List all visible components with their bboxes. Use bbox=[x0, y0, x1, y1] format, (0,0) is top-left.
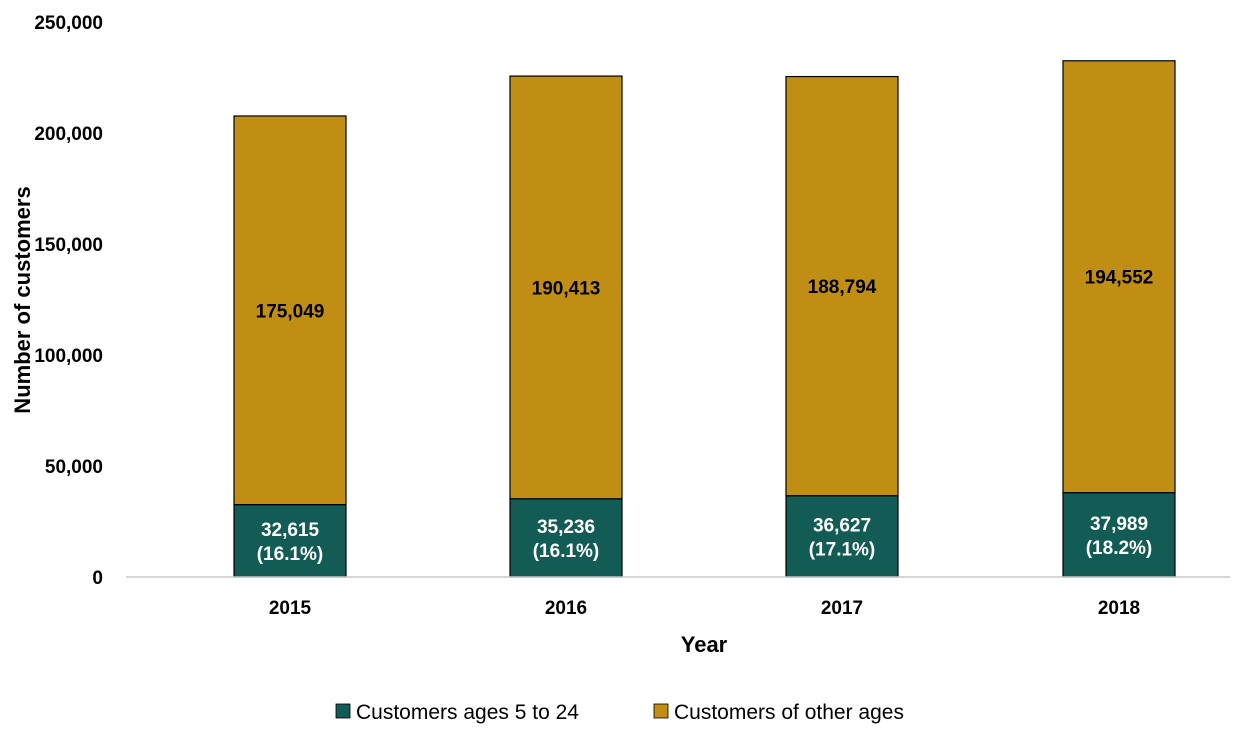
legend-label-ages-5-24: Customers ages 5 to 24 bbox=[356, 701, 579, 724]
x-axis-title: Year bbox=[681, 632, 728, 657]
x-tick-label: 2015 bbox=[269, 598, 312, 619]
y-tick-label: 100,000 bbox=[34, 346, 103, 367]
bar-segment-other-ages bbox=[1062, 60, 1176, 494]
x-axis-ticks: 2015 2016 2017 2018 bbox=[269, 598, 1140, 619]
bar-segment-other-ages bbox=[785, 75, 899, 497]
y-tick-label: 150,000 bbox=[34, 235, 103, 256]
y-tick-label: 0 bbox=[92, 568, 103, 589]
bar-segment-other-ages bbox=[509, 75, 623, 500]
y-tick-label: 50,000 bbox=[45, 457, 103, 478]
x-tick-label: 2018 bbox=[1098, 598, 1140, 619]
data-label: (16.1%) bbox=[533, 541, 600, 562]
y-axis-ticks: 0 50,000 100,000 150,000 200,000 250,000 bbox=[34, 13, 103, 589]
legend: Customers ages 5 to 24 Customers of othe… bbox=[335, 701, 904, 724]
x-tick-label: 2017 bbox=[821, 598, 863, 619]
y-tick-label: 250,000 bbox=[34, 13, 103, 34]
data-label: (16.1%) bbox=[257, 544, 324, 565]
data-label: 36,627 bbox=[813, 515, 871, 536]
data-label: 188,794 bbox=[808, 277, 877, 298]
bars-layer bbox=[233, 60, 1176, 578]
bar-segment-ages-5-24 bbox=[785, 495, 899, 578]
data-label: 32,615 bbox=[261, 520, 320, 541]
data-label: 190,413 bbox=[532, 278, 601, 299]
data-label: (17.1%) bbox=[809, 539, 876, 560]
data-label: 194,552 bbox=[1085, 268, 1154, 289]
bar-segment-other-ages bbox=[233, 115, 347, 506]
legend-swatch-other-ages bbox=[653, 703, 669, 719]
y-axis-title: Number of customers bbox=[10, 186, 35, 413]
data-label: 175,049 bbox=[256, 301, 325, 322]
legend-swatch-ages-5-24 bbox=[335, 703, 351, 719]
data-label: 37,989 bbox=[1090, 514, 1148, 535]
data-labels-layer: 32,615 (16.1%) 175,049 35,236 (16.1%) 190,413… bbox=[256, 268, 1154, 565]
data-label: 35,236 bbox=[537, 517, 595, 538]
bar-segment-ages-5-24 bbox=[233, 503, 347, 578]
legend-label-other-ages: Customers of other ages bbox=[674, 701, 904, 724]
y-tick-label: 200,000 bbox=[34, 124, 103, 145]
data-label: (18.2%) bbox=[1086, 538, 1153, 559]
x-tick-label: 2016 bbox=[545, 598, 587, 619]
